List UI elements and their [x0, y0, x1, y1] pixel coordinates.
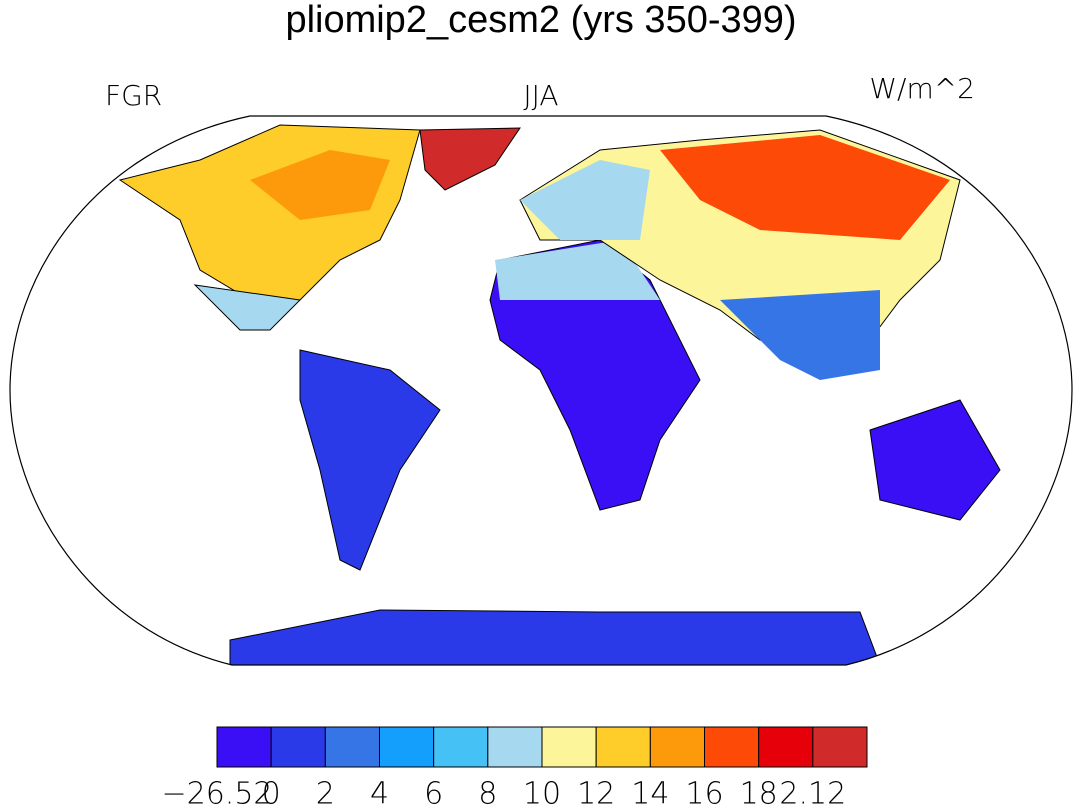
colorbar-box: [216, 726, 272, 768]
colorbar-label: 18: [740, 777, 778, 812]
colorbar-box: [595, 726, 651, 768]
map-outline: [9, 115, 1073, 666]
colorbar-box: [324, 726, 381, 768]
colorbar-box: [379, 726, 435, 768]
variable-label: FGR: [105, 79, 162, 112]
colorbar-box: [433, 726, 489, 768]
colorbar-label: 2.12: [779, 777, 846, 812]
colorbar-label: 12: [577, 777, 615, 812]
colorbar-box: [487, 726, 543, 768]
europe: [520, 160, 650, 240]
colorbar-box: [812, 726, 868, 768]
north-america-core: [250, 150, 390, 220]
land: [118, 124, 1001, 665]
colorbar-label: 8: [478, 777, 497, 812]
colorbar: −26.520 2 4 6 8 10 12 14 16 18 2.12: [161, 726, 868, 812]
north-america: [118, 124, 421, 301]
north-africa: [495, 240, 660, 300]
colorbar-label: 2: [316, 777, 335, 812]
colorbar-label: 0: [262, 777, 281, 812]
colorbar-box: [649, 726, 705, 768]
south-america: [299, 349, 441, 571]
greenland: [419, 127, 521, 191]
colorbar-label: 14: [631, 777, 669, 812]
south-asia: [720, 290, 880, 380]
colorbar-label: 4: [370, 777, 389, 812]
colorbar-label: 10: [523, 777, 561, 812]
africa: [489, 239, 701, 511]
central-america: [193, 284, 302, 331]
australia: [869, 399, 1001, 521]
colorbar-label: 16: [685, 777, 723, 812]
siberia: [660, 135, 950, 240]
colorbar-box: [758, 726, 814, 768]
colorbar-box: [704, 726, 760, 768]
colorbar-label: −26.52: [161, 777, 272, 812]
units-label: W/m^2: [869, 72, 975, 105]
colorbar-box: [270, 726, 326, 768]
season-label: JJA: [523, 79, 558, 112]
colorbar-box: [541, 726, 597, 768]
title: pliomip2_cesm2 (yrs 350-399): [285, 0, 796, 41]
colorbar-label: 6: [424, 777, 443, 812]
antarctica: [229, 609, 881, 665]
